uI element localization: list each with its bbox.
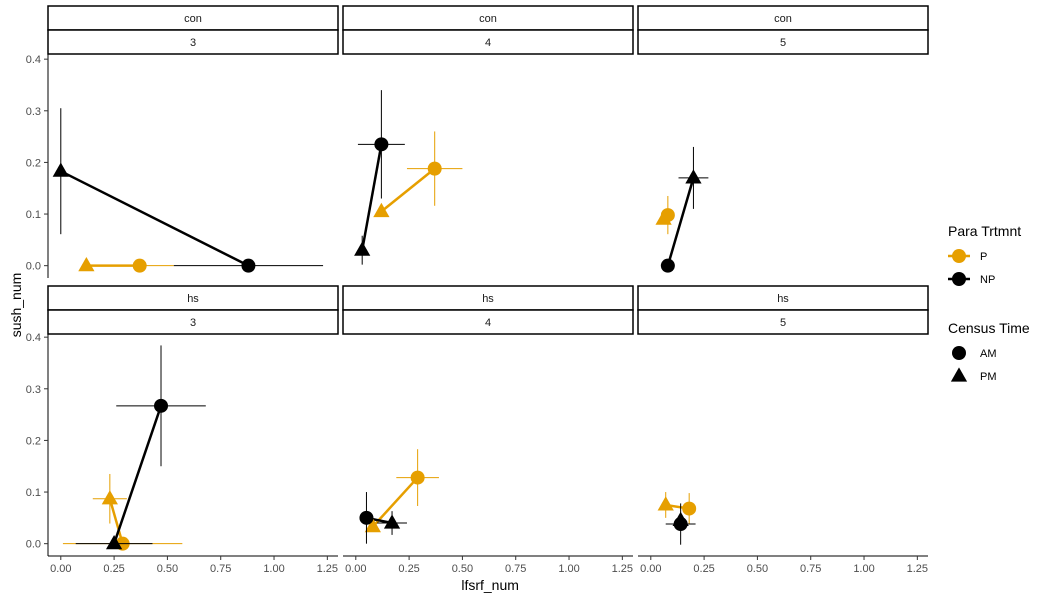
data-point-np-pm: [52, 162, 69, 177]
y-axis-title: sush_num: [8, 273, 24, 338]
data-point-p-pm: [657, 496, 674, 511]
x-tick-label: 0.00: [345, 563, 366, 575]
series-line-np: [112, 405, 163, 545]
data-point-np-am: [359, 510, 374, 525]
legend-label-p: P: [980, 251, 987, 263]
data-point-np-am: [660, 258, 675, 273]
strip-label-row: hs: [777, 293, 789, 305]
data-point-p-am: [132, 258, 147, 273]
facet-panel-hs-3: hs 3 0.0 0.1 0.2 0.3 0.4 0.00 0.25 0.50 0.75 1.00 1.…: [26, 285, 339, 575]
series-line-p: [380, 167, 436, 213]
legend-key-p: [952, 249, 966, 263]
data-point-p-pm: [101, 490, 118, 505]
data-point-np-am: [241, 258, 256, 273]
strip-label-col: 5: [780, 317, 786, 329]
x-tick-label: 0.00: [50, 563, 71, 575]
strip-label-row: hs: [482, 293, 494, 305]
x-tick-label: 1.25: [317, 563, 338, 575]
y-tick-label: 0.3: [26, 106, 41, 118]
x-tick-label: 0.75: [505, 563, 526, 575]
series-line-np: [60, 170, 250, 267]
series-line-np: [360, 144, 383, 251]
data-point-np-am: [154, 398, 169, 413]
x-tick-label: 1.25: [907, 563, 928, 575]
data-point-np-pm: [672, 511, 689, 527]
x-tick-label: 1.00: [558, 563, 579, 575]
data-point-np-am: [374, 137, 389, 152]
y-tick-label: 0.4: [26, 54, 41, 66]
strip-bottom: [637, 29, 929, 55]
legend-title-census-time: Census Time: [948, 320, 1030, 336]
data-point-p-pm: [373, 202, 390, 218]
data-point-p-am: [410, 470, 425, 485]
data-point-np-pm: [105, 534, 123, 550]
facet-panel-hs-5: hs 5 0.00 0.25 0.50 0.75 1.00 1.25: [637, 285, 929, 575]
strip-bottom: [637, 309, 929, 335]
series-line-np: [666, 177, 695, 267]
y-tick-label: 0.1: [26, 487, 41, 499]
legend-key-am: [952, 346, 966, 360]
x-tick-label: 0.25: [398, 563, 419, 575]
strip-top: [47, 285, 339, 311]
strip-top: [637, 285, 929, 311]
facet-panel-con-4: con 4: [342, 5, 634, 265]
data-point-np-pm: [685, 169, 702, 184]
strip-label-col: 4: [485, 317, 491, 329]
strip-label-row: con: [184, 13, 202, 25]
data-point-p-pm: [655, 210, 672, 225]
x-tick-label: 1.25: [612, 563, 633, 575]
x-tick-label: 0.50: [452, 563, 473, 575]
legend: Para Trtmnt P NP Census Time AM PM: [948, 223, 1030, 383]
strip-bottom: [47, 29, 339, 55]
x-tick-label: 0.75: [210, 563, 231, 575]
y-tick-label: 0.0: [26, 261, 41, 273]
data-point-np-pm: [383, 514, 401, 529]
facet-panel-con-3: con 3 0.0 0.1 0.2 0.3 0.4: [26, 5, 339, 278]
series-line-p: [108, 498, 124, 545]
legend-title-para-trtmnt: Para Trtmnt: [948, 223, 1021, 239]
strip-top: [342, 285, 634, 311]
y-tick-label: 0.0: [26, 539, 41, 551]
legend-key-np: [952, 272, 966, 286]
data-point-np-pm: [354, 241, 371, 256]
strip-label-col: 3: [190, 37, 196, 49]
data-point-p-pm: [78, 256, 95, 272]
strip-label-col: 4: [485, 37, 491, 49]
strip-bottom: [342, 309, 634, 335]
strip-label-row: con: [479, 13, 497, 25]
x-tick-label: 1.00: [263, 563, 284, 575]
y-tick-label: 0.2: [26, 435, 41, 447]
legend-label-np: NP: [980, 274, 995, 286]
x-tick-label: 1.00: [853, 563, 874, 575]
y-tick-label: 0.1: [26, 209, 41, 221]
strip-label-row: con: [774, 13, 792, 25]
x-tick-label: 0.00: [640, 563, 661, 575]
y-tick-label: 0.3: [26, 384, 41, 396]
series-line-p: [371, 476, 419, 528]
x-tick-label: 0.25: [693, 563, 714, 575]
strip-label-col: 3: [190, 317, 196, 329]
data-point-p-pm: [364, 517, 381, 533]
facet-panel-con-5: con 5: [637, 5, 929, 273]
x-tick-label: 0.75: [800, 563, 821, 575]
data-point-p-am: [682, 501, 697, 516]
x-tick-label: 0.50: [157, 563, 178, 575]
data-point-p-am: [427, 161, 442, 176]
x-axis-title: lfsrf_num: [461, 577, 519, 593]
strip-bottom: [342, 29, 634, 55]
legend-key-pm: [950, 367, 968, 382]
legend-label-am: AM: [980, 348, 997, 360]
x-tick-label: 0.25: [103, 563, 124, 575]
strip-label-col: 5: [780, 37, 786, 49]
x-tick-label: 0.50: [747, 563, 768, 575]
strip-top: [47, 5, 339, 31]
strip-label-row: hs: [187, 293, 199, 305]
legend-label-pm: PM: [980, 371, 997, 383]
y-tick-label: 0.2: [26, 157, 41, 169]
y-tick-label: 0.4: [26, 332, 41, 344]
strip-bottom: [47, 309, 339, 335]
facet-panel-hs-4: hs 4 0.00 0.25 0.50 0.75 1.00 1.25: [342, 285, 634, 575]
